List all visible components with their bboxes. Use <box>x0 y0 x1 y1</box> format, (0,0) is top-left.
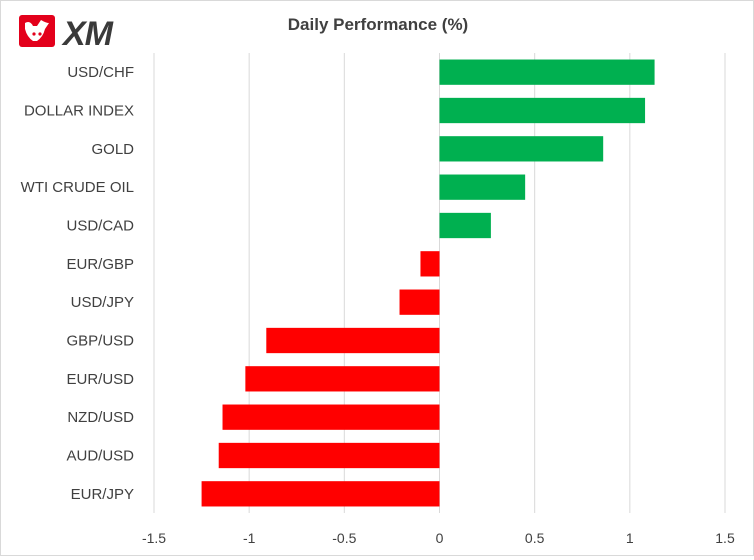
logo-text: XM <box>61 15 114 53</box>
gridlines <box>153 53 726 513</box>
category-label: EUR/GBP <box>66 256 134 273</box>
x-tick-label: -1.5 <box>142 530 166 546</box>
category-label: USD/CAD <box>66 218 134 235</box>
bar-eur-jpy <box>201 481 440 507</box>
x-tick-label: 0.5 <box>525 530 545 546</box>
bar-nzd-usd <box>222 404 440 430</box>
x-tick-labels: -1.5 -1 -0.5 0 0.5 1 1.5 <box>142 530 735 546</box>
category-label: WTI CRUDE OIL <box>21 179 134 196</box>
category-labels: USD/CHF DOLLAR INDEX GOLD WTI CRUDE OIL USD/… <box>21 64 135 503</box>
category-label: NZD/USD <box>67 409 134 426</box>
category-label: GOLD <box>91 141 134 158</box>
category-label: DOLLAR INDEX <box>24 103 134 120</box>
category-label: USD/CHF <box>67 64 134 81</box>
x-tick-label: 1.5 <box>715 530 735 546</box>
category-label: EUR/USD <box>66 371 134 388</box>
bar-gold <box>439 136 604 162</box>
bar-wti-crude-oil <box>439 174 526 200</box>
bar-usd-jpy <box>399 289 440 315</box>
bar-usd-cad <box>439 212 491 239</box>
bars <box>201 59 655 507</box>
xm-logo: XM <box>19 15 115 53</box>
bar-aud-usd <box>218 442 440 469</box>
bar-gbp-usd <box>266 327 440 354</box>
bar-dollar-index <box>439 97 646 124</box>
x-tick-label: -0.5 <box>332 530 356 546</box>
chart-title: Daily Performance (%) <box>288 15 468 34</box>
x-tick-label: -1 <box>243 530 256 546</box>
x-tick-label: 1 <box>626 530 634 546</box>
bar-usd-chf <box>439 59 655 85</box>
category-label: GBP/USD <box>66 333 134 350</box>
bull-icon <box>19 15 55 47</box>
category-label: EUR/JPY <box>71 486 134 503</box>
category-label: USD/JPY <box>71 294 134 311</box>
category-label: AUD/USD <box>66 448 134 465</box>
bar-eur-gbp <box>420 251 440 277</box>
bar-eur-usd <box>245 366 440 392</box>
x-tick-label: 0 <box>436 530 444 546</box>
